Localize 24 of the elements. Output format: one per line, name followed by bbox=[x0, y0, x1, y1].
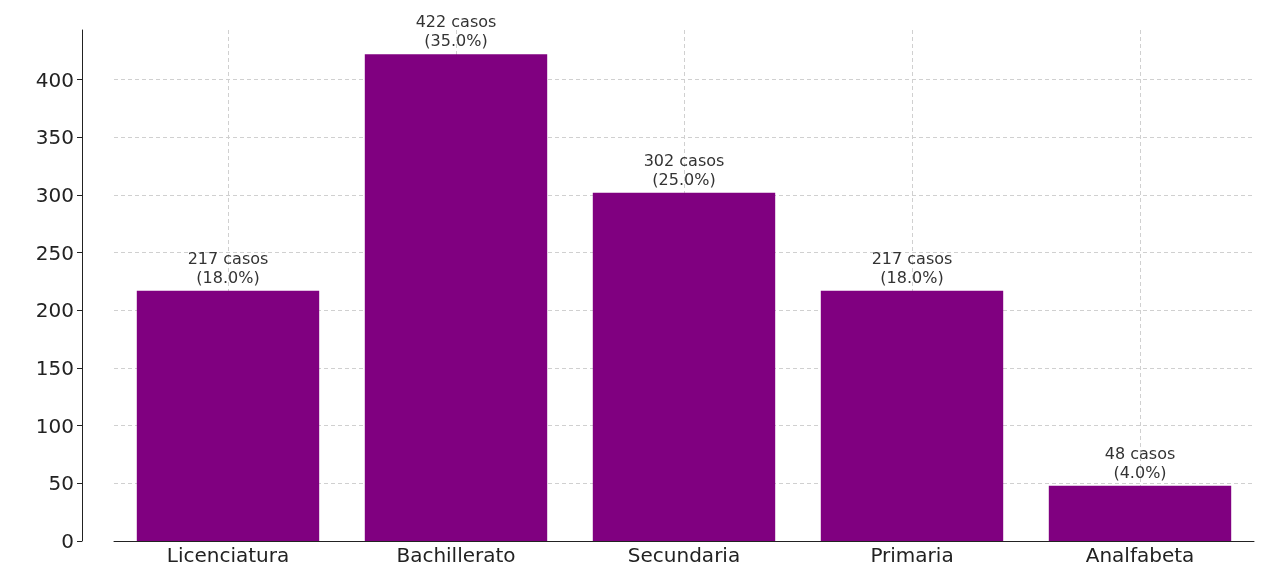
x-tick-label: Licenciatura bbox=[166, 543, 290, 567]
x-tick-label: Analfabeta bbox=[1085, 543, 1195, 567]
y-tick-label: 50 bbox=[48, 471, 74, 496]
x-tick-label: Primaria bbox=[870, 543, 954, 567]
y-tick-label: 300 bbox=[35, 183, 74, 208]
x-tick-label: Secundaria bbox=[627, 543, 741, 567]
bar bbox=[136, 290, 320, 541]
bar bbox=[592, 192, 776, 541]
y-tick-label: 0 bbox=[61, 529, 74, 553]
bar bbox=[820, 290, 1004, 541]
y-tick-label: 150 bbox=[35, 356, 74, 381]
data-label: 422 casos (35.0%) bbox=[415, 12, 497, 51]
data-label: 302 casos (25.0%) bbox=[643, 150, 725, 189]
y-tick-label: 250 bbox=[35, 240, 74, 265]
data-label: 217 casos (18.0%) bbox=[871, 248, 953, 287]
x-tick-label: Bachillerato bbox=[396, 543, 516, 567]
y-tick-label: 100 bbox=[35, 413, 74, 438]
data-label: 48 casos (4.0%) bbox=[1104, 443, 1176, 482]
bar bbox=[364, 54, 548, 541]
data-label: 217 casos (18.0%) bbox=[187, 248, 269, 287]
bar bbox=[1048, 485, 1232, 541]
y-tick-label: 400 bbox=[35, 67, 74, 92]
y-tick-label: 350 bbox=[35, 125, 74, 150]
y-tick-label: 200 bbox=[35, 298, 74, 323]
